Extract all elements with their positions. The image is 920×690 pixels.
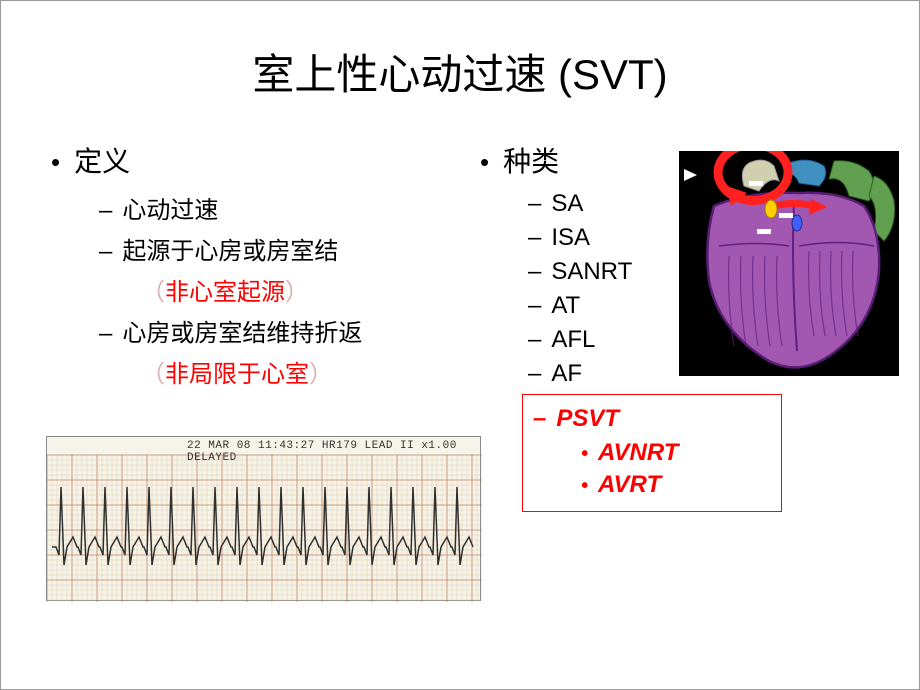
highlight-box: PSVT AVNRT AVRT bbox=[522, 394, 782, 512]
ecg-strip: 22 MAR 08 11:43:27 HR179 LEAD II x1.00 D… bbox=[46, 436, 481, 601]
left-heading: 定义 bbox=[51, 140, 460, 180]
def-note-1-text: 非心室起源 bbox=[165, 279, 285, 306]
def-item-1: 起源于心房或房室结 bbox=[99, 231, 460, 266]
highlight-sub-1: AVRT bbox=[581, 471, 777, 499]
def-note-2: （非局限于心室） bbox=[141, 354, 460, 389]
heart-diagram bbox=[679, 151, 899, 376]
highlight-main: PSVT bbox=[533, 405, 777, 433]
def-note-2-text: 非局限于心室 bbox=[165, 361, 309, 388]
def-item-0: 心动过速 bbox=[99, 190, 460, 225]
ecg-header-text: 22 MAR 08 11:43:27 HR179 LEAD II x1.00 D… bbox=[187, 440, 480, 464]
def-item-2: 心房或房室结维持折返 bbox=[99, 313, 460, 348]
highlight-sub-0: AVNRT bbox=[581, 439, 777, 467]
slide-title: 室上性心动过速 (SVT) bbox=[1, 1, 919, 132]
heart-illustration bbox=[679, 151, 899, 376]
def-note-1: （非心室起源） bbox=[141, 272, 460, 307]
